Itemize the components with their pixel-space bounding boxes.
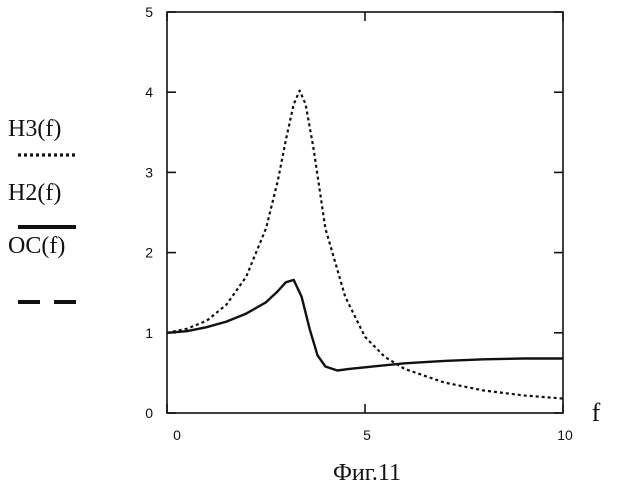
x-tick-label: 10: [557, 427, 573, 443]
legend-label: OC(f): [8, 233, 65, 259]
series-line-h3f: [167, 91, 563, 399]
y-tick-label: 4: [145, 84, 153, 100]
y-tick-label: 2: [145, 245, 153, 261]
plot-frame: [167, 12, 563, 413]
figure-caption: Фиг.11: [333, 460, 401, 486]
legend-label: H3(f): [8, 116, 61, 142]
x-axis-label: f: [592, 398, 601, 427]
y-tick-label: 1: [145, 325, 153, 341]
plot-series: [167, 91, 563, 399]
y-tick-label: 5: [145, 4, 153, 20]
series-line-h2f: [167, 280, 563, 371]
y-tick-label: 3: [145, 164, 153, 180]
legend-label: H2(f): [8, 180, 61, 206]
x-tick-label: 5: [363, 427, 371, 443]
chart-legend: H3(f) H2(f) OC(f): [8, 116, 76, 302]
y-tick-label: 0: [145, 405, 153, 421]
plot-axes: 0 1 2 3 4 5 0 5 10: [145, 4, 573, 443]
x-tick-label: 0: [173, 427, 181, 443]
